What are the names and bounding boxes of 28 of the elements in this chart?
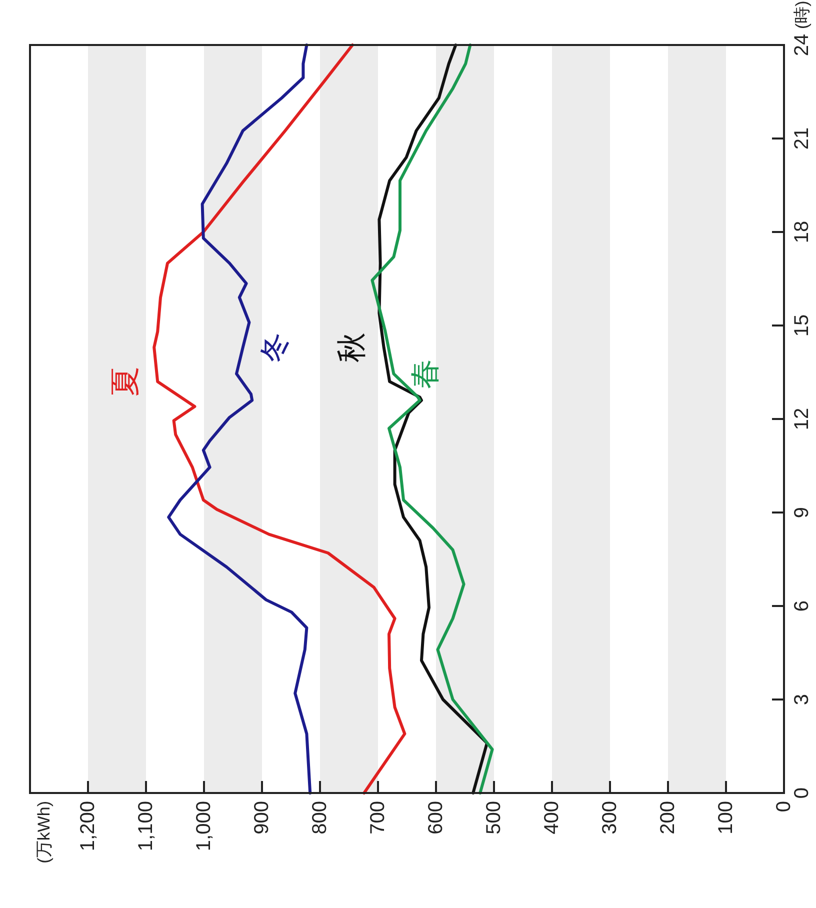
x-tick-label: 500 [483,801,505,834]
x-tick-label: 800 [309,801,331,834]
y-tick-label: 12 [791,408,813,430]
text: 秋 [335,332,368,362]
y-tick-label: 6 [791,600,813,612]
y-tick-label: 24 [791,34,813,56]
x-tick-label: 0 [773,801,795,812]
y-tick-label: 0 [791,787,813,799]
text: 春 [409,358,442,389]
y-tick-label: 18 [791,220,813,244]
x-tick-label: 1,100 [135,801,157,852]
y-axis-title: (時) [792,0,812,29]
y-tick-label: 3 [791,694,813,706]
x-tick-label: 1,200 [77,801,99,852]
y-tick-label: 21 [791,127,813,150]
x-tick-label: 400 [541,801,563,834]
text: 冬 [258,332,292,362]
x-tick-label: 300 [599,801,621,834]
x-tick-label: 1,000 [193,801,215,852]
x-tick-label: 900 [251,801,273,834]
x-tick-label: 200 [657,801,679,834]
x-tick-label: 600 [425,801,447,834]
x-tick-label: 700 [367,801,389,834]
text: 夏 [109,366,142,397]
text: (万kWh) [34,801,54,864]
y-tick-label: 9 [791,506,813,518]
y-tick-label: 15 [791,314,813,337]
x-tick-label: 100 [715,801,737,834]
